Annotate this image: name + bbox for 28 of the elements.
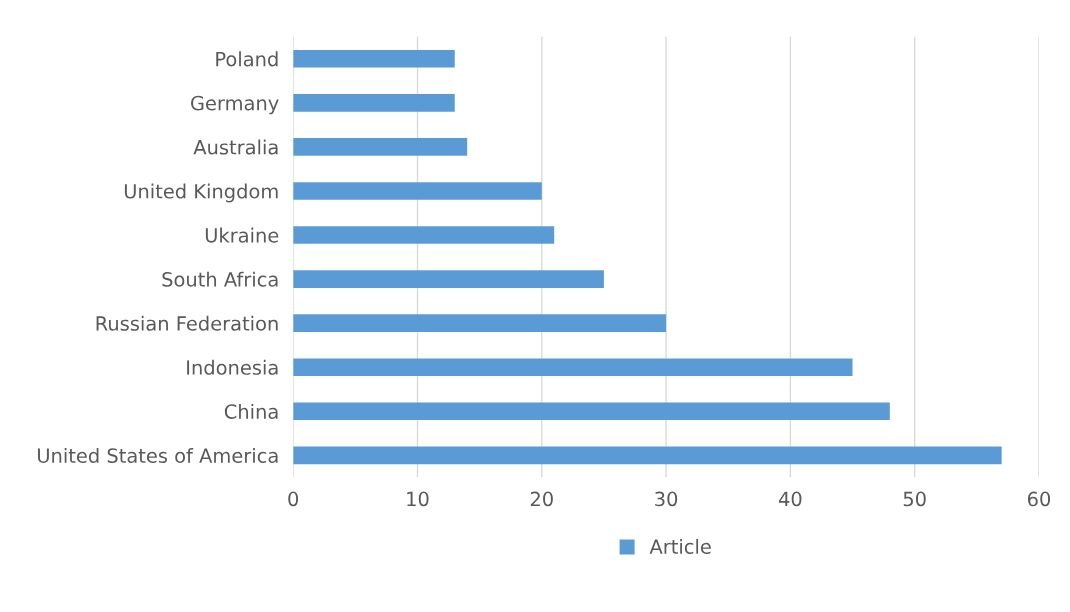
bar bbox=[293, 49, 455, 68]
x-tick-label: 60 bbox=[1027, 491, 1051, 507]
x-tick-label: 0 bbox=[288, 491, 299, 507]
x-tick-label: 30 bbox=[655, 491, 678, 507]
y-tick-label: United Kingdom bbox=[124, 183, 278, 203]
x-tick-label: 10 bbox=[407, 491, 429, 507]
bar bbox=[293, 446, 1002, 465]
y-tick-label: United States of America bbox=[38, 447, 278, 463]
y-tick-label: China bbox=[224, 403, 278, 419]
y-tick-label: Germany bbox=[191, 95, 279, 115]
bar bbox=[293, 226, 555, 244]
x-tick-label: 40 bbox=[778, 491, 802, 507]
x-tick-label: 20 bbox=[530, 491, 553, 507]
bar bbox=[293, 182, 542, 200]
y-tick-label: Indonesia bbox=[187, 359, 278, 375]
y-tick-label: Australia bbox=[193, 139, 278, 155]
y-tick-label: Poland bbox=[216, 51, 278, 67]
x-tick-label: 50 bbox=[903, 491, 926, 507]
y-tick-label: Russian Federation bbox=[96, 315, 278, 331]
bar bbox=[293, 358, 853, 377]
bar bbox=[293, 402, 890, 421]
y-tick-label: Ukraine bbox=[205, 227, 279, 243]
bar bbox=[293, 270, 604, 288]
bar bbox=[293, 94, 455, 112]
y-tick-label: South Africa bbox=[162, 271, 278, 287]
bar bbox=[293, 138, 468, 156]
legend-label: Article bbox=[649, 538, 711, 554]
bar bbox=[293, 314, 667, 332]
